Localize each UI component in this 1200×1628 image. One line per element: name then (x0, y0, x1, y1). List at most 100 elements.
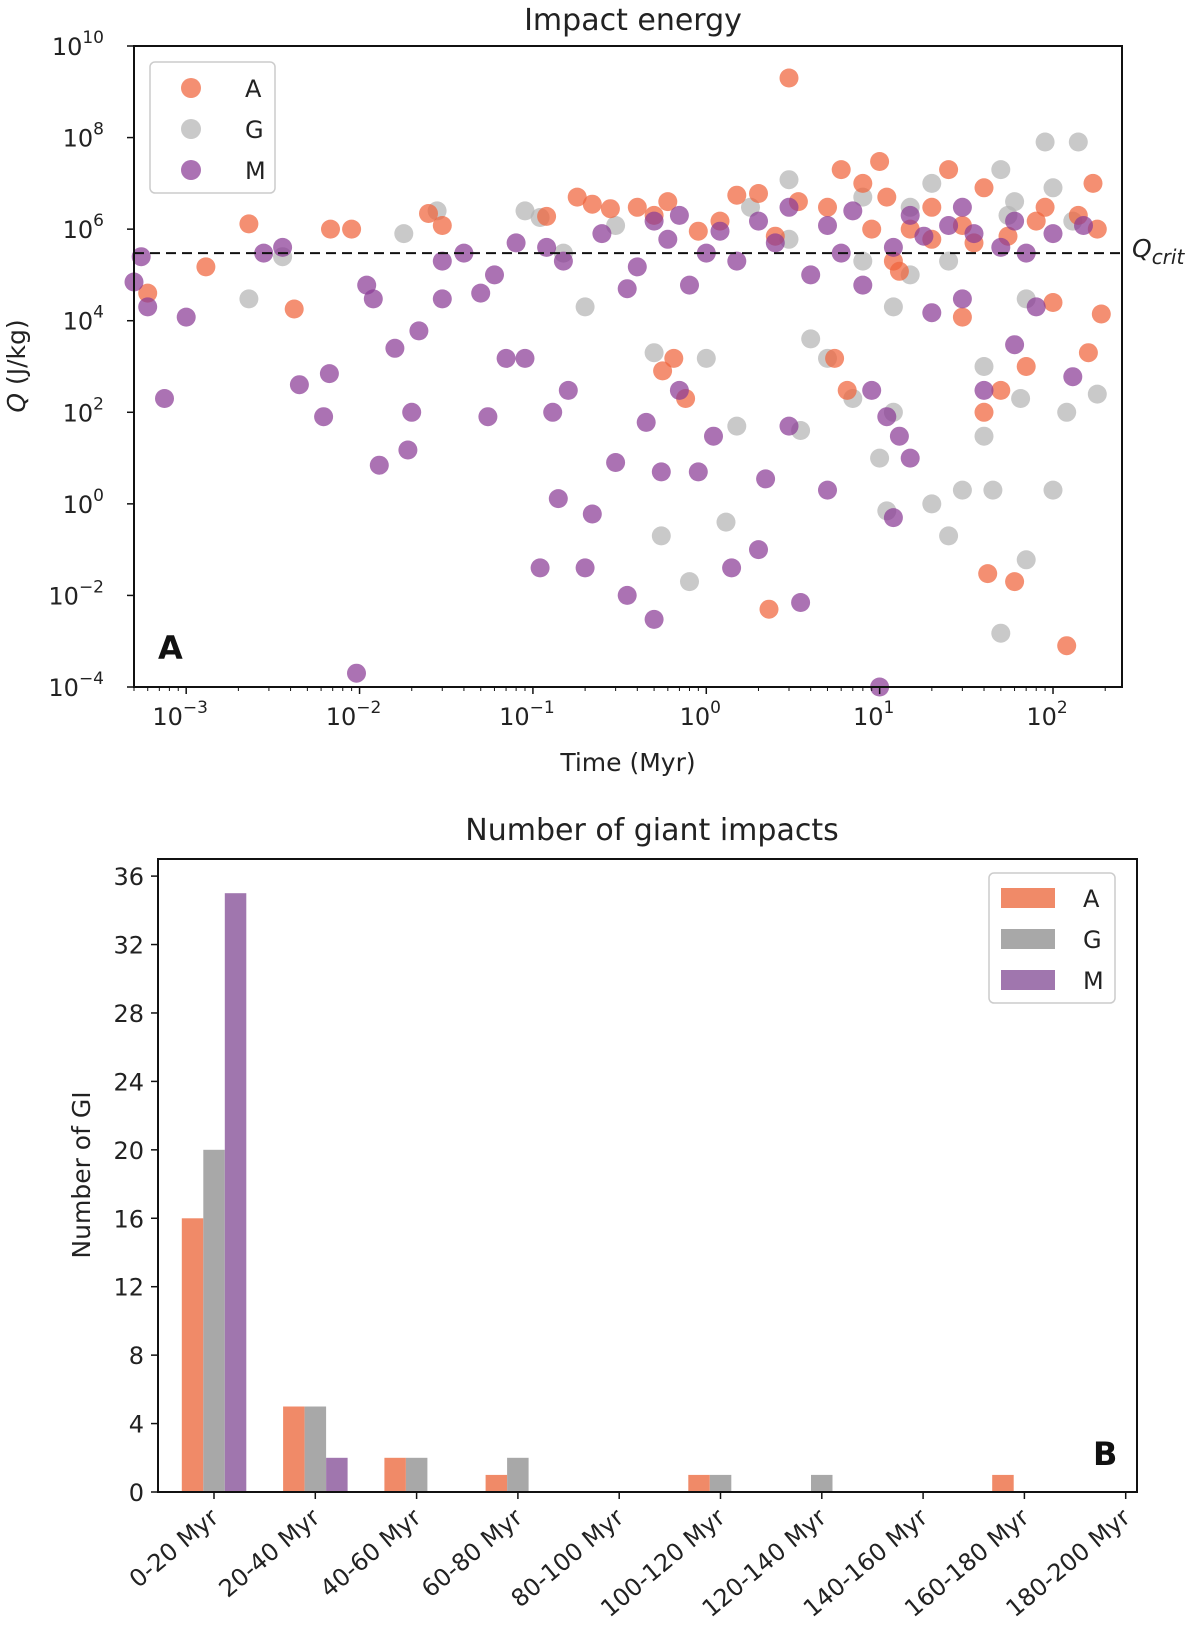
scatter-point-m-21 (496, 348, 516, 368)
scatter-y-tick-label-3-exponent: 2 (93, 394, 104, 414)
panel-label-a: A (158, 629, 183, 667)
scatter-point-g-49 (939, 251, 959, 271)
scatter-point-g-12 (716, 512, 736, 532)
scatter-point-m-63 (727, 251, 747, 271)
scatter-point-a-6 (419, 204, 438, 223)
scatter-point-a-7 (432, 216, 452, 235)
scatter-point-a-20 (759, 599, 779, 619)
scatter-point-a-48 (1091, 304, 1111, 324)
q-crit-label: Qcrit (1132, 234, 1185, 269)
bar-g-3 (507, 1457, 529, 1492)
bar-y-tick-label-6: 24 (113, 1068, 144, 1096)
scatter-point-m-15 (398, 440, 418, 460)
scatter-point-g-32 (1035, 132, 1055, 152)
scatter-y-tick-label-3: 102 (63, 394, 104, 427)
scatter-point-m-23 (530, 558, 550, 578)
scatter-point-a-4 (321, 219, 340, 239)
scatter-x-tick-label-3-base: 10 (680, 703, 711, 731)
scatter-point-m-79 (644, 211, 664, 231)
scatter-x-tick-label-5: 102 (1026, 698, 1067, 731)
scatter-point-m-24 (543, 402, 563, 422)
scatter-y-tick-label-2-base: 10 (63, 491, 94, 519)
scatter-point-m-39 (756, 469, 776, 489)
bar-legend: AGM (988, 872, 1116, 1004)
scatter-point-m-59 (627, 257, 647, 277)
scatter-legend-label-g: G (245, 116, 264, 144)
scatter-legend-box (149, 61, 276, 194)
bar-y-tick-label-9: 36 (113, 863, 144, 891)
scatter-point-m-40 (779, 416, 799, 436)
scatter-point-m-26 (558, 380, 578, 400)
scatter-point-m-19 (471, 283, 491, 303)
scatter-y-tick-label-1-base: 10 (48, 582, 79, 610)
scatter-point-m-37 (722, 558, 742, 578)
scatter-y-tick-label-1: 10−2 (48, 577, 104, 610)
scatter-point-a-30 (889, 261, 909, 281)
scatter-point-a-38 (978, 564, 998, 584)
scatter-point-m-2 (138, 297, 158, 317)
scatter-title: Impact energy (524, 3, 742, 38)
scatter-point-g-22 (883, 297, 903, 317)
scatter-point-g-40 (922, 173, 942, 193)
scatter-point-m-50 (952, 289, 972, 309)
scatter-y-tick-label-6-base: 10 (63, 125, 94, 153)
bar-g-2 (405, 1457, 428, 1492)
scatter-point-g-47 (1043, 178, 1063, 198)
bar-y-tick-label-8: 32 (113, 932, 144, 960)
bar-a-1 (283, 1406, 305, 1492)
scatter-point-a-39 (991, 380, 1011, 400)
bar-plot-frame (157, 858, 1138, 1493)
scatter-point-m-53 (1026, 297, 1046, 317)
scatter-point-g-43 (644, 343, 664, 363)
scatter-point-g-31 (1016, 550, 1036, 570)
scatter-point-m-42 (818, 480, 837, 500)
scatter-point-a-11 (600, 199, 620, 219)
scatter-point-m-12 (363, 289, 383, 309)
scatter-x-tick-label-4-exponent: 1 (884, 698, 895, 718)
scatter-point-m-41 (791, 593, 811, 612)
scatter-point-g-29 (991, 623, 1011, 643)
bar-y-tick-label-1: 4 (129, 1411, 144, 1439)
scatter-point-g-8 (606, 216, 626, 235)
scatter-point-g-37 (1011, 389, 1031, 408)
bar-legend-swatch-a (1001, 888, 1055, 908)
scatter-point-m-74 (1043, 224, 1063, 244)
scatter-point-a-1 (196, 257, 216, 277)
scatter-point-m-87 (952, 197, 972, 217)
scatter-point-m-43 (862, 380, 882, 400)
scatter-x-tick-label-3: 100 (680, 698, 721, 731)
scatter-y-tick-label-0-exponent: −4 (79, 669, 104, 689)
scatter-x-tick-label-2-exponent: −1 (530, 698, 555, 718)
scatter-x-tick-label-5-exponent: 2 (1057, 698, 1068, 718)
scatter-point-m-18 (432, 289, 452, 309)
scatter-point-a-51 (818, 197, 837, 217)
scatter-point-m-1 (131, 247, 151, 267)
scatter-x-tick-label-5-base: 10 (1026, 703, 1057, 731)
scatter-point-a-37 (974, 402, 994, 422)
scatter-point-m-86 (900, 205, 920, 225)
scatter-point-m-67 (853, 275, 873, 295)
scatter-point-m-73 (1016, 243, 1036, 263)
scatter-points (124, 68, 1111, 697)
scatter-point-m-20 (478, 407, 498, 427)
scatter-point-a-21 (779, 68, 799, 88)
scatter-point-g-9 (651, 526, 671, 546)
scatter-point-m-3 (155, 389, 174, 408)
scatter-point-m-48 (900, 448, 920, 468)
bar-legend-swatch-g (1001, 929, 1055, 949)
scatter-legend-marker-g (181, 119, 201, 139)
scatter-point-m-9 (319, 364, 339, 384)
bar-a-5 (688, 1474, 710, 1492)
scatter-y-tick-label-5-base: 10 (63, 216, 94, 244)
scatter-point-a-40 (1005, 572, 1025, 592)
bar-a-8 (992, 1474, 1014, 1492)
bar-chart-giant-impacts: Number of giant impacts 0 4 8 12 16 20 24 28 32 3… (67, 813, 1138, 1623)
bar-legend-label-a: A (1083, 885, 1100, 913)
bar-legend-swatch-m (1001, 970, 1055, 990)
scatter-y-tick-label-7: 1010 (52, 28, 104, 61)
scatter-point-m-4 (176, 307, 196, 327)
bar-x-tick-label-0: 0-20 Myr (124, 1503, 224, 1593)
scatter-point-g-20 (870, 448, 890, 468)
